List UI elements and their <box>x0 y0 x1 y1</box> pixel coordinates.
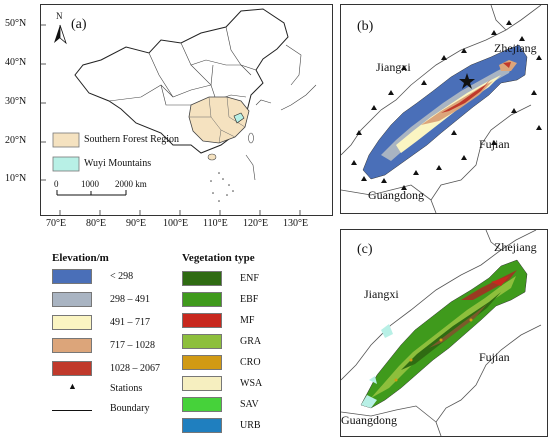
lat-tick-30: 30°N <box>5 96 27 107</box>
veg-label-wsa: WSA <box>240 378 263 389</box>
stations-label: Stations <box>110 383 143 394</box>
elevation-label-2: 298 – 491 <box>110 294 150 305</box>
elevation-label-5: 1028 – 2067 <box>110 363 160 374</box>
panel-a-map: N (a) Southern Forest Region Wuyi Mounta… <box>40 4 333 216</box>
elevation-label-1: < 298 <box>110 271 134 282</box>
lat-tick-20: 20°N <box>5 135 27 146</box>
legend-label-wuyi: Wuyi Mountains <box>84 158 152 169</box>
veg-swatch-gra <box>182 334 222 349</box>
elevation-swatch-2 <box>52 292 92 307</box>
panel-c-zhejiang: Zhejiang <box>494 240 537 254</box>
north-arrow-icon <box>54 24 67 45</box>
panel-a-label: (a) <box>71 17 87 32</box>
lon-tick-100: 100°E <box>163 218 189 229</box>
scale-bar <box>56 190 127 196</box>
veg-label-cro: CRO <box>240 357 261 368</box>
panel-b-guangdong: Guangdong <box>368 188 424 202</box>
lon-tick-120: 120°E <box>243 218 269 229</box>
elevation-label-3: 491 – 717 <box>110 317 150 328</box>
veg-swatch-sav <box>182 397 222 412</box>
lon-tick-130: 130°E <box>283 218 309 229</box>
veg-label-urb: URB <box>240 420 261 431</box>
elevation-swatch-3 <box>52 315 92 330</box>
scale-label-1000: 1000 <box>81 179 99 189</box>
elevation-swatch-1 <box>52 269 92 284</box>
china-map <box>41 8 317 215</box>
wuyi-mountains-area <box>233 112 245 124</box>
legend-label-forest: Southern Forest Region <box>84 134 179 145</box>
veg-swatch-urb <box>182 418 222 433</box>
lat-tick-40: 40°N <box>5 57 27 68</box>
panel-b-fujian: Fujian <box>479 137 510 151</box>
station-markers <box>351 20 542 190</box>
scale-label-0: 0 <box>54 179 59 189</box>
elevation-legend-title: Elevation/m <box>52 252 109 264</box>
lon-tick-80: 80°E <box>86 218 107 229</box>
lat-tick-10: 10°N <box>5 173 27 184</box>
veg-label-gra: GRA <box>240 336 262 347</box>
lat-tick-50: 50°N <box>5 18 27 29</box>
legend-swatch-forest <box>52 132 80 148</box>
legend-swatch-wuyi <box>52 156 80 172</box>
panel-b-jiangxi: Jiangxi <box>376 60 411 74</box>
peak-star-icon <box>459 73 475 89</box>
veg-label-mf: MF <box>240 315 255 326</box>
lon-tick-70: 70°E <box>46 218 67 229</box>
panel-b-label: (b) <box>357 19 374 34</box>
veg-swatch-mf <box>182 313 222 328</box>
scale-label-2000: 2000 km <box>115 179 147 189</box>
southern-forest-region <box>188 96 250 144</box>
boundary-label: Boundary <box>110 403 150 414</box>
elevation-swatch-5 <box>52 361 92 376</box>
elevation-map <box>341 5 542 213</box>
elevation-label-4: 717 – 1028 <box>110 340 155 351</box>
boundary-legend-line <box>52 410 92 411</box>
panel-b-elevation-map: (b) Jiangxi Zhejiang Fujian Guangdong <box>340 4 548 214</box>
veg-swatch-ebf <box>182 292 222 307</box>
lon-tick-110: 110°E <box>203 218 228 229</box>
panel-c-label: (c) <box>357 242 373 257</box>
panel-c-jiangxi: Jiangxi <box>364 287 399 301</box>
veg-label-ebf: EBF <box>240 294 259 305</box>
lon-tick-90: 90°E <box>126 218 147 229</box>
veg-swatch-cro <box>182 355 222 370</box>
panel-b-zhejiang: Zhejiang <box>494 41 537 55</box>
china-outline <box>74 8 289 154</box>
station-legend-icon: ▲ <box>68 381 77 391</box>
vegetation-map <box>341 230 542 436</box>
panel-c-guangdong: Guangdong <box>341 413 397 427</box>
panel-c-fujian: Fujian <box>479 350 510 364</box>
veg-label-enf: ENF <box>240 273 259 284</box>
north-letter: N <box>56 11 63 21</box>
veg-swatch-enf <box>182 271 222 286</box>
veg-label-sav: SAV <box>240 399 259 410</box>
panel-c-vegetation-map: (c) Jiangxi Zhejiang Fujian Guangdong <box>340 229 548 437</box>
vegetation-legend-title: Vegetation type <box>182 252 255 264</box>
veg-swatch-wsa <box>182 376 222 391</box>
elevation-swatch-4 <box>52 338 92 353</box>
